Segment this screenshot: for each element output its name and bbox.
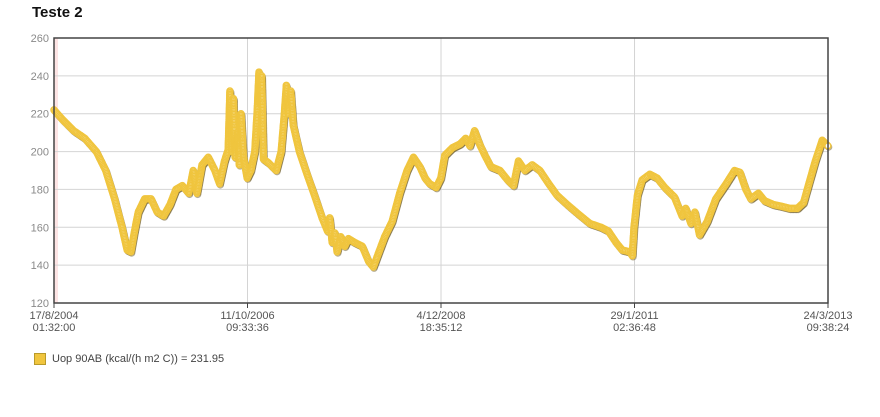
y-tick-label: 180 xyxy=(31,184,49,196)
y-tick-label: 140 xyxy=(31,260,49,272)
plot-frame xyxy=(53,37,829,304)
x-tick-time: 18:35:12 xyxy=(420,322,463,334)
tick-labels: 120 140 160 180 200 220 240 260 17/8/200401:32:0… xyxy=(30,33,853,334)
y-tick-label: 240 xyxy=(31,71,49,83)
legend-label: Uop 90AB (kcal/(h m2 C)) = 231.95 xyxy=(52,353,225,365)
x-tick-date: 4/12/2008 xyxy=(417,310,466,322)
x-tick-date: 24/3/2013 xyxy=(804,310,853,322)
y-axis-highlight xyxy=(54,38,58,303)
y-tick-label: 260 xyxy=(31,33,49,45)
x-tick-time: 01:32:00 xyxy=(33,322,76,334)
x-tick-time: 09:33:36 xyxy=(226,322,269,334)
chart-title: Teste 2 xyxy=(32,4,83,21)
legend-swatch xyxy=(34,353,46,365)
legend: Uop 90AB (kcal/(h m2 C)) = 231.95 xyxy=(34,353,224,365)
x-tick-date: 11/10/2006 xyxy=(220,310,274,322)
y-tick-label: 200 xyxy=(31,147,49,159)
y-tick-label: 220 xyxy=(31,109,49,121)
series-layer xyxy=(50,68,833,272)
x-tick-date: 17/8/2004 xyxy=(30,310,79,322)
x-tick-time: 02:36:48 xyxy=(613,322,656,334)
x-tick-time: 09:38:24 xyxy=(807,322,850,334)
x-tick-date: 29/1/2011 xyxy=(610,310,658,322)
y-tick-label: 160 xyxy=(31,222,49,234)
y-tick-label: 120 xyxy=(31,298,49,310)
